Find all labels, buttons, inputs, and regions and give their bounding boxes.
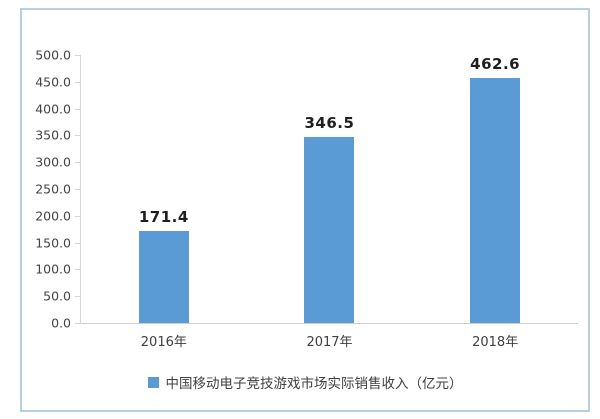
y-axis-tick-mark bbox=[75, 269, 81, 271]
bar bbox=[470, 78, 521, 323]
y-axis-tick-label: 350.0 bbox=[35, 127, 71, 143]
legend-square-icon bbox=[147, 376, 159, 388]
y-axis-tick-label: 200.0 bbox=[35, 208, 71, 224]
y-axis-tick-mark bbox=[75, 215, 81, 217]
y-axis-tick-mark bbox=[75, 55, 81, 56]
bar-value-label: 462.6 bbox=[470, 55, 521, 73]
y-axis-tick-mark bbox=[75, 296, 81, 298]
y-axis-tick-label: 450.0 bbox=[35, 74, 71, 90]
bar bbox=[138, 231, 189, 323]
y-axis-tick-mark bbox=[75, 108, 81, 110]
bar-column: 462.6 bbox=[412, 55, 578, 323]
y-axis-tick-label: 50.0 bbox=[43, 288, 71, 304]
bar-column: 171.4 bbox=[81, 55, 247, 323]
bar-column: 346.5 bbox=[247, 55, 413, 323]
y-axis-tick-label: 150.0 bbox=[35, 235, 71, 251]
y-axis-tick-label: 400.0 bbox=[35, 101, 71, 117]
y-axis-tick-mark bbox=[75, 162, 81, 164]
legend: 中国移动电子竞技游戏市场实际销售收入（亿元） bbox=[22, 372, 588, 392]
y-axis-tick-label: 500.0 bbox=[35, 47, 71, 63]
plot-area: 500.0 450.0 400.0 350.0 300.0 250.0 200.0 150.0… bbox=[35, 48, 578, 350]
legend-label: 中国移动电子竞技游戏市场实际销售收入（亿元） bbox=[165, 376, 463, 392]
bar-value-label: 171.4 bbox=[138, 208, 189, 227]
x-axis-category-label: 2018年 bbox=[472, 335, 519, 350]
y-axis-tick-mark bbox=[75, 135, 81, 137]
y-axis-tick-label: 0.0 bbox=[51, 315, 71, 331]
y-axis-tick-mark bbox=[75, 242, 81, 244]
x-axis-category-label: 2017年 bbox=[306, 335, 353, 350]
chart-frame: 500.0 450.0 400.0 350.0 300.0 250.0 200.0 150.0… bbox=[20, 8, 590, 412]
x-axis-category-label: 2016年 bbox=[140, 335, 187, 350]
bar bbox=[304, 137, 355, 323]
y-axis-tick-label: 300.0 bbox=[35, 154, 71, 170]
y-axis-tick-label: 250.0 bbox=[35, 181, 71, 197]
bar-value-label: 346.5 bbox=[304, 114, 355, 133]
y-axis-tick-mark bbox=[75, 323, 81, 324]
y-axis-tick-mark bbox=[75, 189, 81, 190]
y-axis-tick-mark bbox=[75, 81, 81, 83]
y-axis-tick-label: 100.0 bbox=[35, 261, 71, 277]
